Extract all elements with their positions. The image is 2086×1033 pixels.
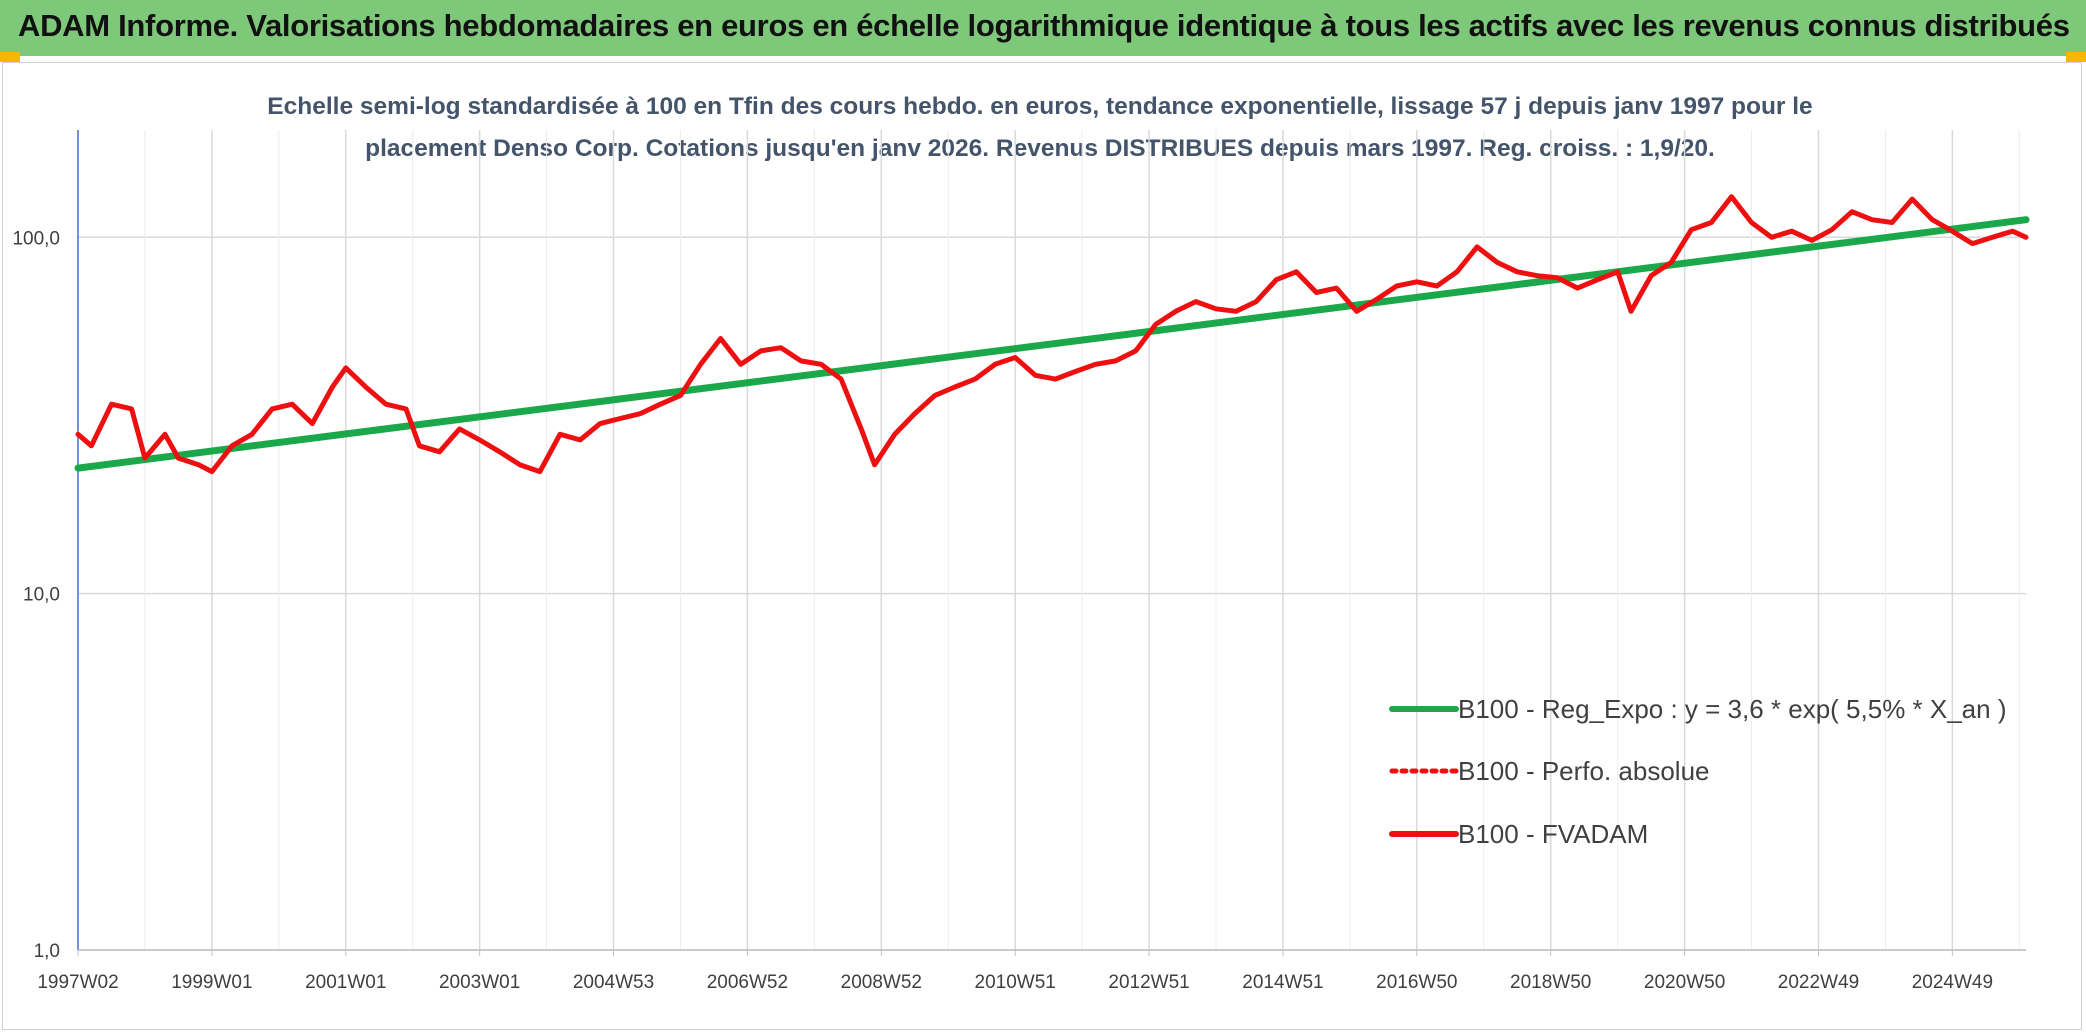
- x-tick-label: 2014W51: [1242, 972, 1323, 993]
- header-banner: ADAM Informe. Valorisations hebdomadaire…: [0, 0, 2086, 58]
- chart-frame: [2, 62, 2082, 1030]
- series-lines: [74, 194, 2030, 475]
- x-tick-label: 2022W49: [1778, 972, 1859, 993]
- legend-label: B100 - FVADAM: [1458, 819, 1648, 849]
- x-tick-label: 2006W52: [707, 972, 788, 993]
- legend-label: B100 - Reg_Expo : y = 3,6 * exp( 5,5% * …: [1458, 694, 2007, 724]
- y-tick-label: 100,0: [12, 228, 60, 249]
- x-tick-label: 2016W50: [1376, 972, 1457, 993]
- x-tick-label: 2003W01: [439, 972, 520, 993]
- chart-subtitle-line-2: placement Denso Corp. Cotations jusqu'en…: [365, 135, 1715, 162]
- corner-marker-left: [0, 52, 20, 62]
- x-tick-label: 2024W49: [1912, 972, 1993, 993]
- axes: [77, 130, 2026, 956]
- x-tick-label: 2001W01: [305, 972, 386, 993]
- x-tick-label: 2012W51: [1108, 972, 1189, 993]
- report-title: ADAM Informe. Valorisations hebdomadaire…: [18, 8, 2070, 43]
- x-tick-label: 2004W53: [573, 972, 654, 993]
- trend-line: [74, 216, 2030, 472]
- x-tick-label: 1999W01: [171, 972, 252, 993]
- x-tick-label: 2018W50: [1510, 972, 1591, 993]
- x-tick-label: 2020W50: [1644, 972, 1725, 993]
- gridlines: [78, 130, 2026, 951]
- fvadam-line: [75, 194, 2029, 475]
- chart-subtitle-line-1: Echelle semi-log standardisée à 100 en T…: [267, 93, 1812, 120]
- x-tick-label: 1997W02: [37, 972, 118, 993]
- corner-marker-right: [2066, 52, 2086, 62]
- legend: B100 - Reg_Expo : y = 3,6 * exp( 5,5% * …: [1389, 694, 2007, 849]
- y-tick-label: 10,0: [23, 585, 60, 606]
- legend-label: B100 - Perfo. absolue: [1458, 756, 1710, 786]
- x-tick-label: 2010W51: [975, 972, 1056, 993]
- x-tick-label: 2008W52: [841, 972, 922, 993]
- tick-labels: 1,0 10,0 100,0 1997W02 1999W01 2001W01 2003W01…: [12, 228, 1993, 993]
- y-tick-label: 1,0: [34, 941, 60, 962]
